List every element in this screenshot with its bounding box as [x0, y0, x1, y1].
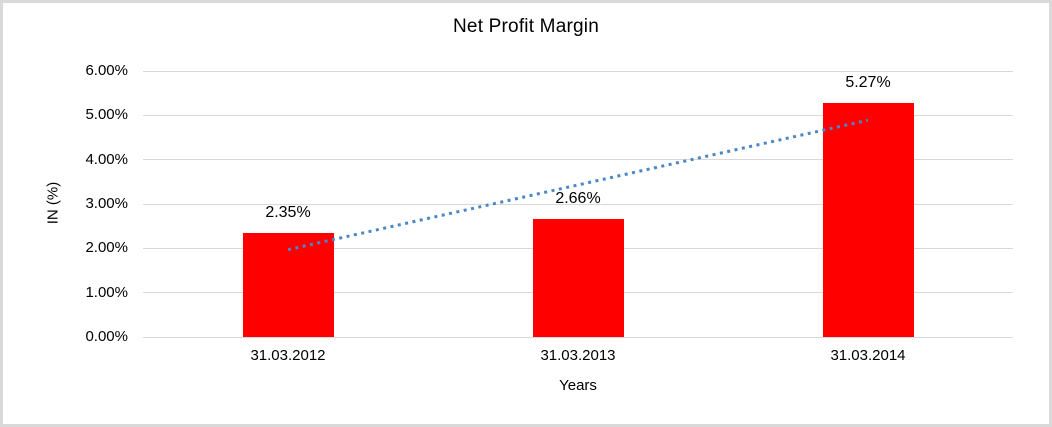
bar-data-label: 5.27% [845, 74, 891, 92]
bar-data-label: 2.35% [265, 203, 311, 221]
y-axis-tick-label: 4.00% [85, 150, 128, 168]
trendline [287, 118, 869, 252]
y-axis-tick-label: 1.00% [85, 283, 128, 301]
bar-data-label: 2.66% [555, 190, 601, 208]
gridline [143, 203, 1013, 205]
y-axis-tick-label: 2.00% [85, 239, 128, 257]
gridline [143, 159, 1013, 161]
x-axis-tick-label: 31.03.2014 [830, 347, 906, 364]
x-axis-tick-label: 31.03.2012 [250, 347, 326, 364]
bar [242, 232, 334, 337]
y-axis-tick-label: 5.00% [85, 106, 128, 124]
bar [822, 103, 914, 337]
y-axis-title: IN (%) [44, 181, 62, 225]
plot-area: 2.35% 2.66% 5.27% [143, 70, 1013, 338]
y-axis-tick-label: 0.00% [85, 328, 128, 345]
x-axis-tick-label: 31.03.2013 [540, 347, 616, 364]
y-axis-tick-label: 3.00% [85, 195, 128, 212]
x-axis-title: Years [559, 377, 597, 394]
gridline [143, 114, 1013, 116]
gridline [143, 70, 1013, 72]
bar [532, 219, 624, 337]
y-axis-tick-label: 6.00% [85, 62, 128, 79]
gridline [143, 336, 1013, 338]
chart-title: Net Profit Margin [453, 16, 599, 37]
